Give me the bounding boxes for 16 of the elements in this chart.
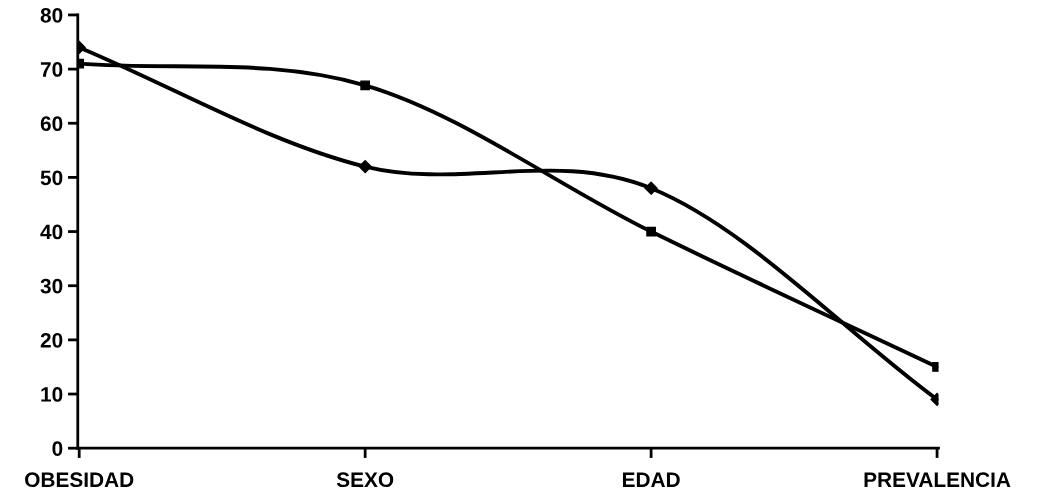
y-tick-label: 60 (40, 116, 63, 132)
y-tick-label: 30 (40, 278, 63, 294)
x-tick-label: PREVALENCIA (864, 472, 1011, 488)
point (646, 226, 656, 237)
y-tick-label: 0 (52, 441, 63, 456)
x-tick-label: SEXO (336, 472, 394, 488)
y-tick-label: 40 (40, 224, 63, 240)
x-tick-label: EDAD (622, 472, 680, 487)
point (360, 80, 371, 91)
y-tick-label: 50 (40, 170, 63, 186)
point (932, 362, 939, 372)
y-tick-label: 80 (40, 7, 63, 23)
y-tick-label: 20 (40, 332, 63, 348)
y-tick-label: 10 (41, 387, 63, 402)
y-tick-label: 70 (40, 62, 63, 77)
x-tick-label: OBESIDAD (25, 472, 134, 488)
